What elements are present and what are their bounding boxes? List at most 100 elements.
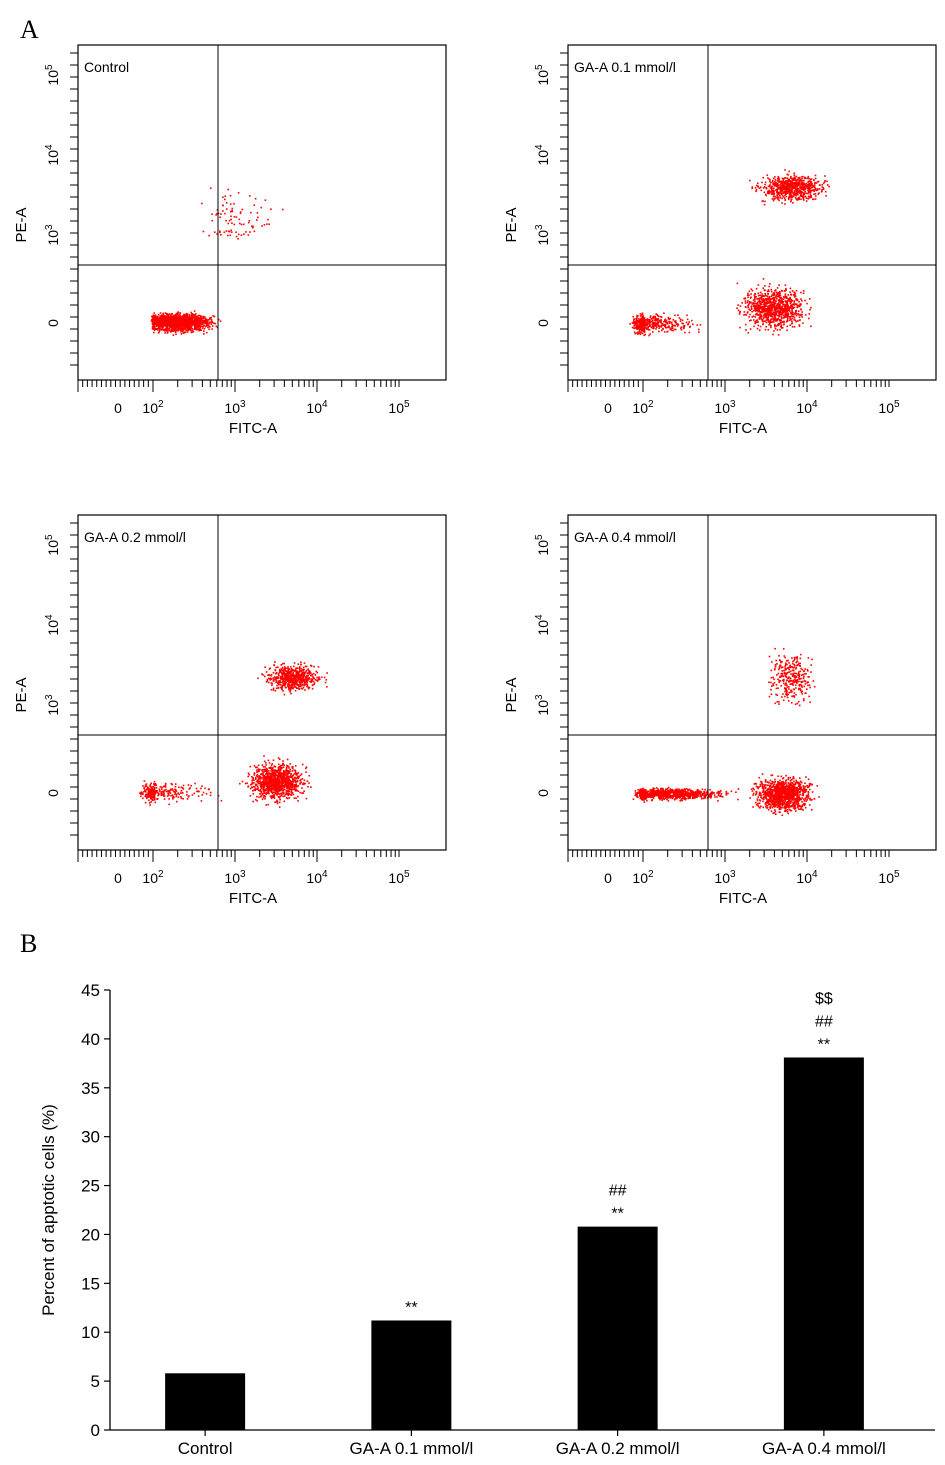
event-dot [798, 314, 800, 316]
event-dot [167, 321, 170, 323]
event-dot [789, 324, 791, 326]
event-dot [781, 301, 783, 304]
event-dot [770, 305, 772, 307]
event-dot [657, 315, 660, 318]
event-dot [182, 325, 185, 327]
event-dot [259, 782, 261, 785]
event-dot [638, 328, 641, 331]
event-dot [765, 308, 768, 310]
event-dot [784, 315, 787, 317]
event-dot [180, 789, 183, 792]
event-dot [173, 316, 175, 318]
event-dot [210, 321, 213, 324]
event-dot [768, 308, 771, 310]
event-dot [196, 324, 198, 326]
plot-frame [567, 44, 937, 381]
event-dot [247, 221, 250, 224]
event-dot [802, 186, 804, 188]
event-dot [223, 231, 226, 234]
event-dot [230, 229, 232, 232]
event-dot [215, 214, 217, 216]
event-dot [222, 196, 224, 199]
event-dot [278, 758, 281, 760]
event-dot [197, 325, 200, 328]
event-dot [174, 327, 177, 330]
event-dot [797, 304, 799, 307]
event-dot [797, 177, 800, 179]
event-dot [180, 324, 182, 326]
event-dot [186, 798, 189, 800]
event-dot [636, 322, 639, 324]
event-dot [769, 304, 771, 306]
event-dot [194, 326, 196, 329]
event-dot [670, 322, 673, 324]
event-dot [163, 320, 165, 322]
event-dot [195, 320, 198, 323]
event-dot [207, 326, 209, 329]
event-dot [774, 328, 777, 330]
event-dot [773, 301, 775, 304]
event-dot [777, 311, 780, 314]
event-dot [813, 198, 815, 201]
event-dot [286, 784, 289, 787]
event-dot [791, 309, 793, 311]
event-dot [756, 305, 758, 307]
event-dot [178, 327, 180, 330]
event-dot [759, 291, 762, 294]
event-dot [639, 313, 642, 315]
event-dot [162, 324, 164, 327]
event-dot [206, 318, 208, 321]
event-dot [183, 321, 185, 323]
event-dot [779, 322, 782, 325]
event-dot [195, 313, 197, 315]
event-dot [174, 330, 177, 333]
event-dot [285, 779, 287, 781]
event-dot [216, 212, 218, 215]
event-dot [761, 200, 764, 202]
event-dot [188, 328, 190, 331]
event-dot [274, 787, 277, 790]
event-dot [174, 317, 176, 319]
event-dot [254, 197, 257, 200]
event-dot [161, 788, 163, 790]
event-dot [788, 183, 790, 185]
event-dot [636, 316, 638, 318]
event-dot [758, 309, 761, 312]
event-dot [282, 779, 285, 781]
event-dot [651, 325, 654, 328]
event-dot [281, 773, 283, 775]
event-dot [779, 194, 781, 197]
event-dot [763, 305, 765, 308]
event-dot [172, 318, 175, 321]
event-dot [247, 785, 250, 787]
event-dot [774, 317, 776, 320]
event-dot [207, 320, 209, 323]
event-dot [640, 323, 642, 326]
event-dot [749, 319, 751, 322]
event-dot [797, 320, 799, 322]
event-dot [259, 786, 262, 788]
event-dot [764, 294, 767, 296]
event-dot [761, 307, 764, 309]
event-dot [153, 786, 156, 789]
event-dot [764, 304, 767, 306]
event-dot [641, 317, 644, 320]
event-dot [768, 189, 770, 192]
event-dot [764, 299, 766, 301]
event-dot [792, 192, 795, 194]
event-dot [255, 788, 258, 790]
event-dot [171, 794, 174, 796]
event-dot [765, 309, 768, 312]
event-dot [766, 319, 769, 321]
event-dot [763, 303, 766, 306]
event-dot [654, 316, 656, 319]
event-dot [770, 295, 773, 298]
event-dot [287, 779, 290, 782]
event-dot [786, 300, 789, 302]
event-dot [145, 783, 148, 785]
event-dot [793, 301, 795, 303]
event-dot [759, 186, 762, 188]
event-dot [747, 306, 750, 309]
event-dot [774, 183, 776, 185]
event-dot [786, 329, 788, 332]
